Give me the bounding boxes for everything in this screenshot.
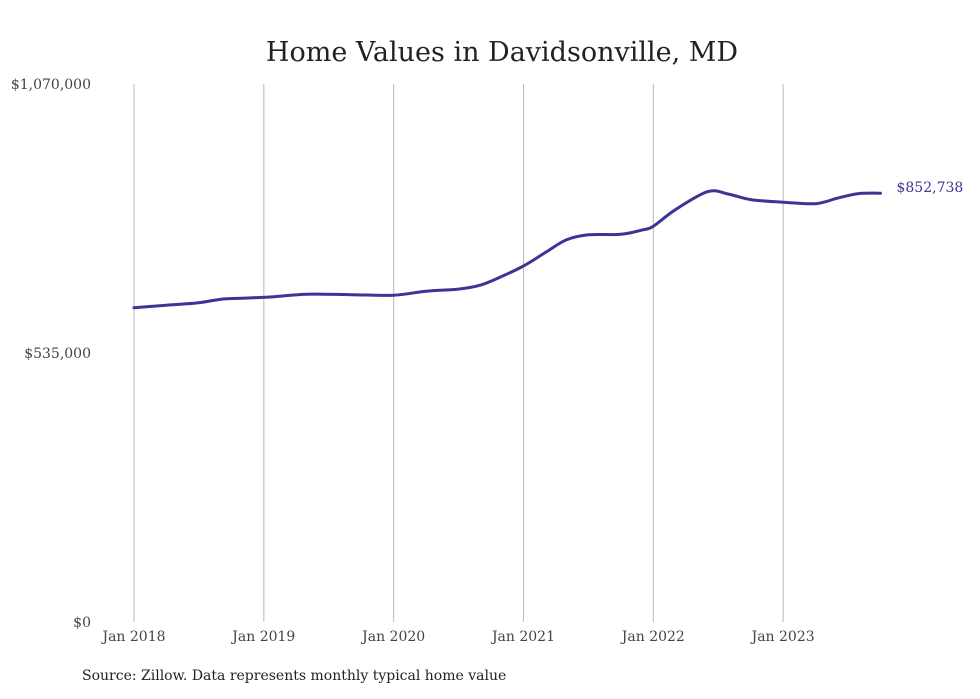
end-value-label: $852,738 (896, 180, 963, 196)
y-tick-label: $535,000 (24, 346, 91, 362)
x-axis: Jan 2018 Jan 2019 Jan 2020 Jan 2021 Jan 2022… (100, 629, 814, 645)
x-tick-label: Jan 2021 (490, 629, 555, 645)
x-tick-label: Jan 2022 (620, 629, 685, 645)
chart-title: Home Values in Davidsonville, MD (266, 37, 738, 68)
x-tick-label: Jan 2023 (750, 629, 815, 645)
y-axis: $0 $535,000 $1,070,000 (11, 77, 91, 631)
series-line (132, 189, 882, 310)
y-tick-label: $1,070,000 (11, 77, 91, 93)
x-tick-label: Jan 2020 (360, 629, 425, 645)
source-note: Source: Zillow. Data represents monthly … (82, 668, 507, 684)
x-tick-label: Jan 2019 (230, 629, 295, 645)
grid (133, 84, 784, 622)
x-tick-label: Jan 2018 (100, 629, 165, 645)
y-tick-label: $0 (73, 615, 91, 631)
